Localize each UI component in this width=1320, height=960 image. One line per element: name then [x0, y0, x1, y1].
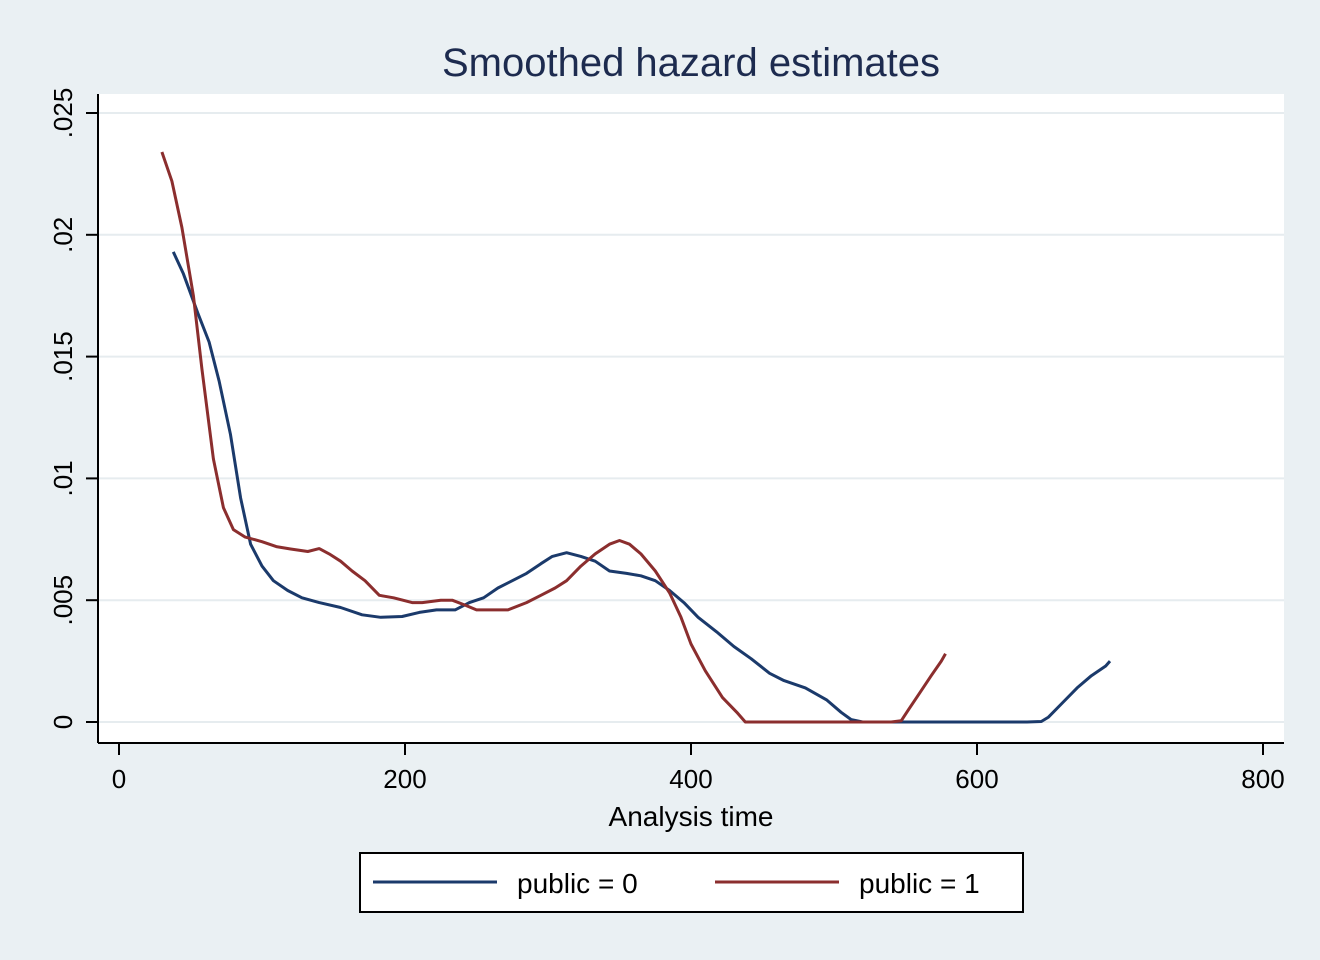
- chart-title: Smoothed hazard estimates: [442, 41, 940, 85]
- x-axis-ticks: 0 200 400 600 800: [112, 743, 1285, 794]
- y-axis-ticks: 0 .005 .01 .015 .02 .025: [48, 88, 98, 729]
- x-tick-label-1: 200: [383, 764, 426, 794]
- series-line-public-0: [171, 251, 1112, 724]
- series-lines: [160, 151, 1112, 724]
- x-tick-label-0: 0: [112, 764, 126, 794]
- y-tick-label-2: .01: [48, 460, 78, 496]
- x-tick-label-3: 600: [955, 764, 998, 794]
- x-tick-label-4: 800: [1241, 764, 1284, 794]
- plot-area: [98, 94, 1284, 743]
- legend-label-public-1: public = 1: [859, 868, 980, 899]
- y-tick-label-1: .005: [48, 575, 78, 626]
- legend-label-public-0: public = 0: [517, 868, 638, 899]
- y-tick-label-0: 0: [48, 715, 78, 729]
- x-tick-label-2: 400: [669, 764, 712, 794]
- series-line-public-1: [160, 151, 947, 724]
- gridlines: [98, 112, 1284, 723]
- y-tick-label-3: .015: [48, 331, 78, 382]
- y-tick-label-5: .025: [48, 88, 78, 139]
- legend: public = 0 public = 1: [359, 852, 1024, 913]
- y-tick-label-4: .02: [48, 217, 78, 253]
- x-axis-label: Analysis time: [609, 801, 774, 832]
